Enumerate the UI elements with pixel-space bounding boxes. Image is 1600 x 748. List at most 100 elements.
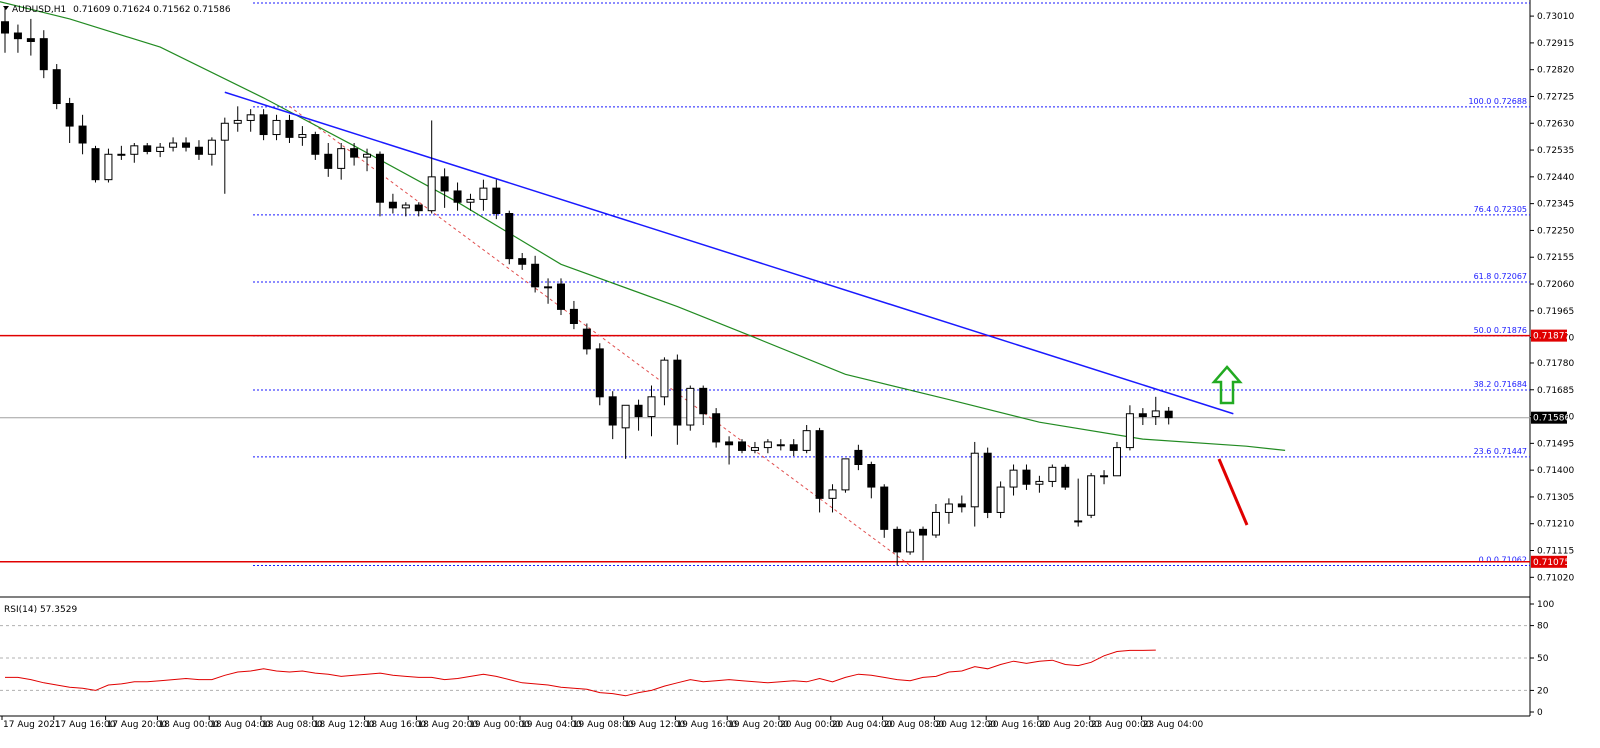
fib-level-label: 0.0 0.71062	[1479, 555, 1527, 564]
candle-body	[880, 486, 889, 530]
time-tick-label: 23 Aug 04:00	[1143, 720, 1204, 730]
candle-bullish	[479, 179, 488, 211]
level-price-tag: 0.71075	[1533, 558, 1570, 568]
level-price-tag-bg	[1531, 555, 1567, 568]
candle-bullish	[776, 439, 785, 451]
candle-bullish	[169, 137, 178, 152]
time-tick-label: 18 Aug 04:00	[210, 720, 271, 730]
time-tick-label: 18 Aug 20:00	[417, 720, 478, 730]
candle-bullish	[246, 109, 255, 132]
candle-body	[518, 258, 527, 265]
candle-body	[207, 139, 216, 155]
candle-body	[65, 103, 74, 127]
candle-bullish	[104, 148, 113, 183]
price-tick-label: 0.72725	[1537, 92, 1574, 102]
candle-body	[492, 187, 501, 215]
candle-body	[996, 486, 1005, 513]
price-tick-label: 0.72060	[1537, 280, 1574, 290]
horizontal-levels	[0, 334, 1530, 563]
candle-body	[143, 145, 152, 152]
candle-body	[78, 125, 87, 144]
candle-bearish	[634, 399, 643, 431]
time-tick-label: 20 Aug 12:00	[935, 720, 996, 730]
candle-bullish	[117, 145, 126, 160]
candle-bearish	[595, 343, 604, 406]
symbol-header: AUDUSD,H1	[12, 5, 66, 15]
candle-bullish	[130, 143, 139, 163]
candle-body	[1048, 466, 1057, 482]
time-tick-label: 20 Aug 04:00	[832, 720, 893, 730]
dropdown-triangle-icon[interactable]	[3, 6, 9, 10]
candle-body	[337, 148, 346, 169]
candle-bullish	[272, 114, 281, 141]
candle-body	[660, 359, 669, 398]
candle-bearish	[1164, 406, 1173, 425]
candle-bearish	[699, 385, 708, 426]
candle-bearish	[712, 408, 721, 448]
candle-body	[957, 503, 966, 508]
time-tick-label: 19 Aug 00:00	[469, 720, 530, 730]
candle-body	[26, 38, 35, 42]
candle-bearish	[815, 427, 824, 513]
candle-body	[169, 142, 178, 148]
rsi-tick-label: 80	[1537, 622, 1549, 632]
candle-body	[52, 69, 61, 105]
candle-bearish	[388, 193, 397, 214]
candle-bearish	[492, 179, 501, 220]
candle-body	[789, 444, 798, 451]
candle-bearish	[65, 97, 74, 144]
candle-body	[466, 198, 475, 203]
candle-body	[388, 201, 397, 209]
candle-bullish	[1087, 472, 1096, 519]
candle-bullish	[298, 126, 307, 146]
candle-bearish	[285, 114, 294, 144]
candle-body	[427, 176, 436, 212]
candle-bullish	[828, 484, 837, 513]
candle-body	[763, 441, 772, 449]
candle-body	[1061, 466, 1070, 488]
candle-body	[1035, 480, 1044, 485]
candle-bearish	[673, 354, 682, 445]
price-tick-label: 0.71210	[1537, 520, 1574, 530]
down-projection-line	[1217, 458, 1249, 526]
candle-body	[750, 447, 759, 451]
candle-body	[363, 153, 372, 158]
candle-body	[1087, 475, 1096, 516]
candle-body	[272, 119, 281, 136]
candle-bullish	[647, 385, 656, 437]
fib-level-label: 61.8 0.72067	[1474, 272, 1527, 281]
fib-level-label: 100.0 0.72688	[1468, 97, 1527, 106]
candle-body	[298, 134, 307, 138]
candle-body	[13, 32, 22, 40]
candle-body	[634, 404, 643, 418]
candle-bearish	[324, 143, 333, 177]
candle-body	[854, 449, 863, 466]
candle-bearish	[518, 252, 527, 270]
candle-bullish	[931, 503, 940, 538]
fib-level-label: 38.2 0.71684	[1474, 380, 1527, 389]
candle-body	[479, 187, 488, 200]
candles	[1, 7, 1173, 566]
candle-bullish	[363, 148, 372, 172]
candle-body	[906, 531, 915, 553]
candle-body	[1112, 447, 1121, 477]
rsi-line	[5, 649, 1156, 697]
price-tick-label: 0.72630	[1537, 119, 1574, 129]
price-tick-label: 0.71780	[1537, 359, 1574, 369]
candle-bearish	[505, 210, 514, 265]
candle-bullish	[906, 529, 915, 555]
candle-body	[531, 263, 540, 288]
candle-body	[699, 387, 708, 415]
level-price-tag-bg	[1531, 329, 1567, 342]
candle-body	[1, 21, 9, 34]
candle-body	[919, 528, 928, 536]
price-tick-label: 0.72345	[1537, 200, 1574, 210]
candle-bearish	[1138, 408, 1147, 426]
fib-level-label: 76.4 0.72305	[1474, 205, 1527, 214]
time-tick-label: 18 Aug 08:00	[262, 720, 323, 730]
candle-body	[233, 119, 242, 124]
candle-body	[156, 146, 165, 152]
annotations	[1211, 365, 1249, 526]
time-tick-label: 19 Aug 12:00	[625, 720, 686, 730]
